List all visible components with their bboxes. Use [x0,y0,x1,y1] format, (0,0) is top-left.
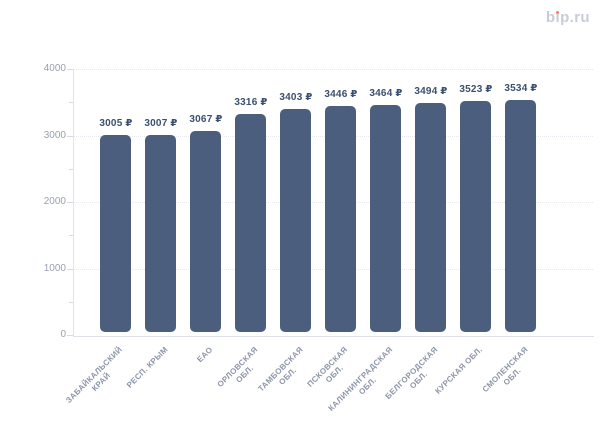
x-axis-category-label: ЗАБАЙКАЛЬСКИЙ КРАЙ [64,345,125,405]
y-axis-major-tick [67,69,73,70]
bar [460,101,491,332]
bar [190,131,221,332]
bar [100,135,131,332]
bar [235,114,266,332]
bar-value-label: 3316 ₽ [234,97,268,108]
bar [325,106,356,332]
bar [505,100,536,332]
x-axis-category-label: ТАМБОВСКАЯ ОБЛ. [255,345,305,394]
x-axis-category-label: ЕАО [195,345,215,365]
y-gridline [74,69,593,70]
bar [370,105,401,332]
bar-value-label: 3403 ₽ [279,92,313,103]
y-axis-minor-tick [69,302,73,303]
y-axis-minor-tick [69,235,73,236]
logo-orange-dot-icon [556,10,560,14]
logo-i-letter: ı [555,9,561,26]
bar-value-label: 3464 ₽ [369,88,403,99]
bar-value-label: 3534 ₽ [504,83,538,94]
bar [415,103,446,332]
x-axis-category-label: СМОЛЕНСКАЯ ОБЛ. [480,345,530,394]
y-axis-major-tick [67,335,73,336]
y-axis-tick-label: 0 [60,329,66,340]
y-axis-tick-label: 3000 [43,130,66,141]
y-axis-major-tick [67,269,73,270]
bar-value-label: 3005 ₽ [99,118,133,129]
bar-value-label: 3067 ₽ [189,114,223,125]
y-axis-minor-tick [69,169,73,170]
bar-value-label: 3523 ₽ [459,84,493,95]
plot-area [73,69,594,337]
bar-value-label: 3007 ₽ [144,118,178,129]
y-axis-tick-label: 4000 [43,63,66,74]
logo-bip-ru[interactable]: bı p.ru [545,9,590,26]
bar [280,109,311,332]
x-axis-category-label: РЕСП. КРЫМ [124,345,170,390]
bar-value-label: 3446 ₽ [324,89,358,100]
bar [145,135,176,332]
y-axis-major-tick [67,136,73,137]
y-axis-major-tick [67,202,73,203]
y-axis-tick-label: 2000 [43,196,66,207]
y-axis-tick-label: 1000 [43,263,66,274]
bar-value-label: 3494 ₽ [414,86,448,97]
y-axis-minor-tick [69,102,73,103]
